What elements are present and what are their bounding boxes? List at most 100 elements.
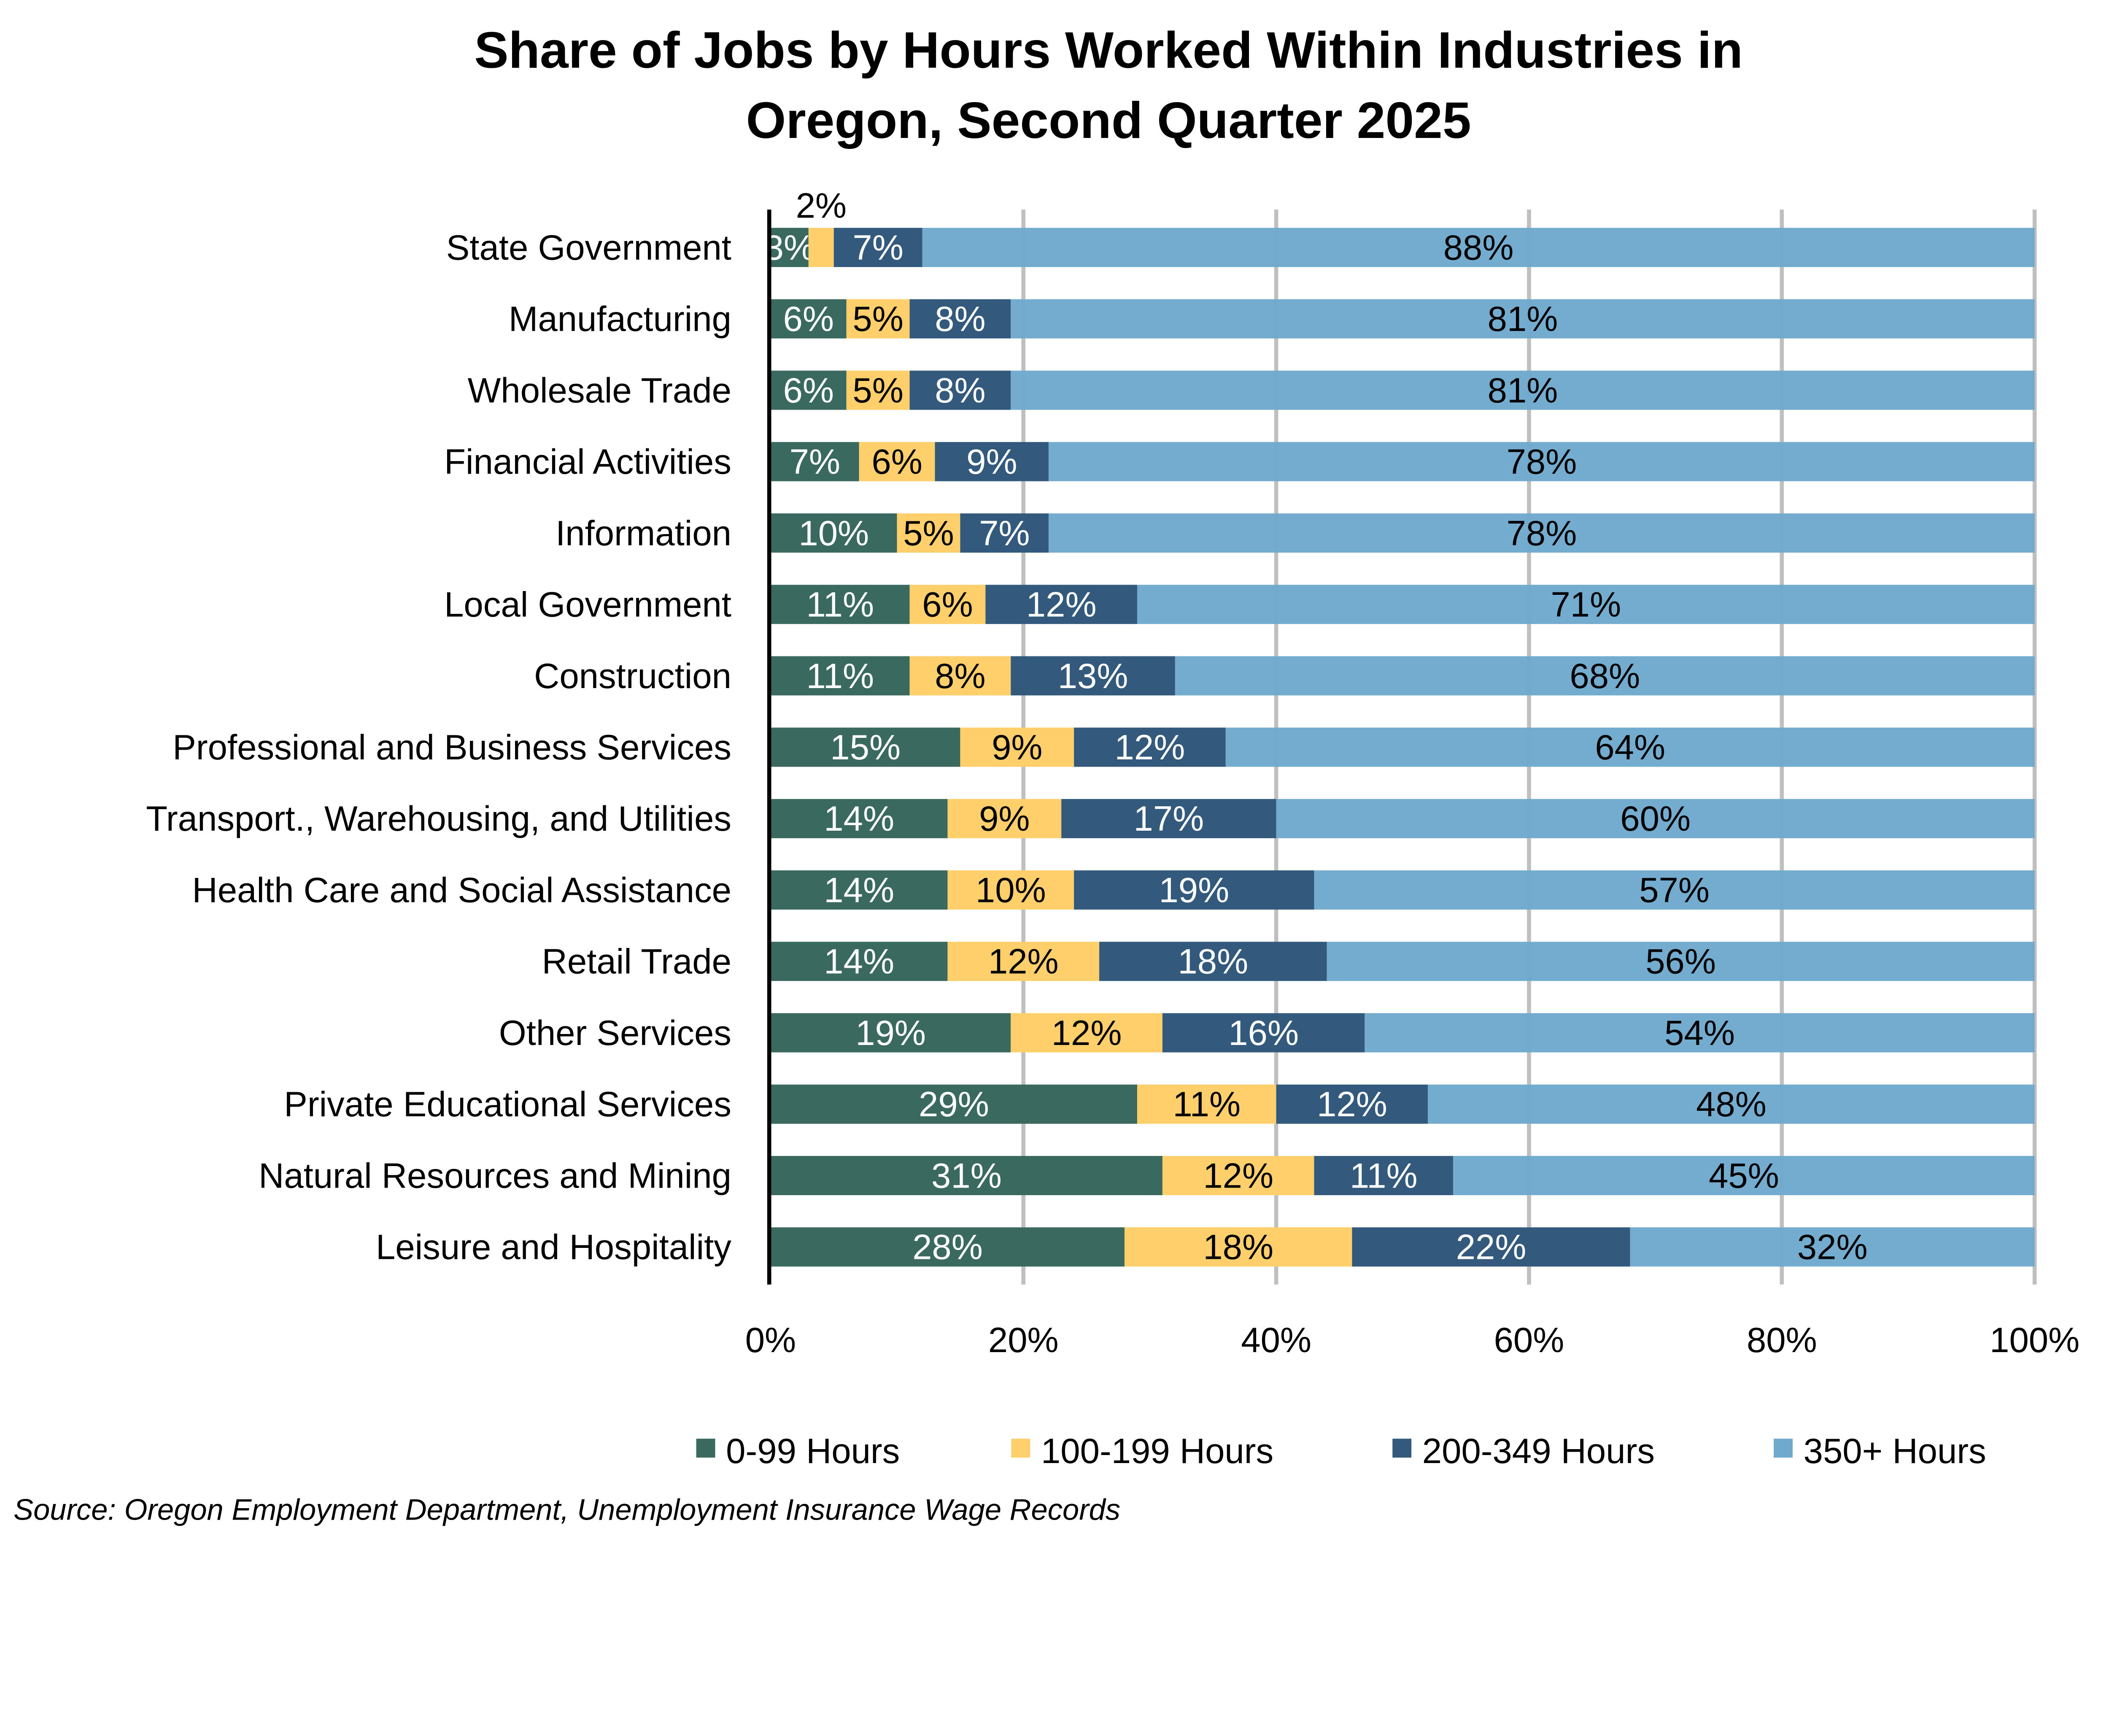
bar-segment xyxy=(770,870,948,910)
category-label: Wholesale Trade xyxy=(468,371,731,410)
bar-segment xyxy=(1365,1013,2035,1053)
bar-segment xyxy=(909,370,1011,410)
bar-segment xyxy=(1011,370,2035,410)
data-label: 28% xyxy=(912,1228,983,1267)
legend: 0-99 Hours 100-199 Hours 200-349 Hours 350+… xyxy=(696,1431,1986,1471)
data-label: 31% xyxy=(931,1156,1002,1195)
data-label: 18% xyxy=(1178,942,1248,981)
category-label: Health Care and Social Assistance xyxy=(192,870,731,910)
data-label: 12% xyxy=(1115,728,1185,767)
bar-segment xyxy=(1162,1013,1365,1053)
bar-segment xyxy=(1049,513,2035,553)
data-label: 10% xyxy=(798,513,869,553)
data-label: 5% xyxy=(852,300,903,339)
x-tick-labels: 0% 20% 40% 60% 80% 100% xyxy=(745,1320,2080,1360)
category-label: Transport., Warehousing, and Utilities xyxy=(146,799,731,838)
bar-segment xyxy=(909,656,1011,696)
data-label: 32% xyxy=(1797,1228,1868,1267)
legend-swatch xyxy=(1392,1439,1412,1458)
data-label: 6% xyxy=(783,371,834,410)
data-label: 6% xyxy=(783,300,834,339)
bar-segment xyxy=(1175,656,2035,696)
category-label: Professional and Business Services xyxy=(173,728,731,767)
data-label: 11% xyxy=(1350,1156,1418,1195)
data-label: 60% xyxy=(1620,799,1691,838)
bar-segment xyxy=(846,370,910,410)
bar-segment xyxy=(960,513,1049,553)
category-labels: State Government Manufacturing Wholesale T… xyxy=(146,228,731,1266)
data-label: 5% xyxy=(903,513,954,553)
bar-segment xyxy=(1137,1084,1276,1124)
source-note: Source: Oregon Employment Department, Un… xyxy=(13,1493,1120,1526)
data-label: 22% xyxy=(1456,1228,1526,1267)
bar-segment xyxy=(1630,1227,2035,1267)
data-label: 18% xyxy=(1203,1228,1273,1267)
bar-segment xyxy=(1099,942,1327,981)
data-label: 13% xyxy=(1058,656,1128,696)
data-label: 78% xyxy=(1507,442,1577,481)
legend-swatch xyxy=(696,1439,715,1458)
data-label: 8% xyxy=(935,371,985,410)
bar-segment xyxy=(1074,727,1226,767)
data-label: 54% xyxy=(1664,1013,1735,1053)
data-label: 81% xyxy=(1488,371,1558,410)
bar-segment xyxy=(1314,870,2035,910)
data-label: 48% xyxy=(1696,1085,1766,1124)
bar-segment xyxy=(1352,1227,1630,1267)
bar-segment xyxy=(770,228,809,267)
bar-segment xyxy=(770,299,847,339)
category-label: Manufacturing xyxy=(509,300,731,339)
data-label: 6% xyxy=(922,585,973,624)
data-label: 78% xyxy=(1507,513,1577,553)
bar-segment xyxy=(1162,1156,1314,1196)
data-label: 11% xyxy=(806,656,874,696)
category-label: Retail Trade xyxy=(542,942,731,981)
category-label: Information xyxy=(556,513,731,553)
bar-segment xyxy=(960,727,1074,767)
bar-segment xyxy=(947,870,1074,910)
category-label: Private Educational Services xyxy=(284,1085,731,1124)
bar-segment xyxy=(1049,442,2035,481)
data-label: 5% xyxy=(852,371,903,410)
data-label: 9% xyxy=(979,799,1030,838)
data-label: 71% xyxy=(1551,585,1621,624)
bar-segment xyxy=(859,442,935,481)
data-label: 8% xyxy=(935,300,985,339)
category-label: Local Government xyxy=(444,585,731,624)
bar-segment xyxy=(770,370,847,410)
bar-segment xyxy=(897,513,960,553)
legend-label: 350+ Hours xyxy=(1804,1431,1986,1471)
bar-segment xyxy=(833,228,922,267)
bar-segment xyxy=(947,942,1100,981)
data-label: 15% xyxy=(830,728,901,767)
x-tick-label: 80% xyxy=(1747,1320,1817,1360)
data-label: 11% xyxy=(806,585,874,624)
category-label: Leisure and Hospitality xyxy=(376,1228,731,1267)
data-label: 45% xyxy=(1709,1156,1779,1195)
bar-segment xyxy=(846,299,910,339)
bar-segment xyxy=(808,228,834,267)
bar-segment xyxy=(770,799,948,838)
data-label: 57% xyxy=(1639,870,1710,910)
legend-label: 200-349 Hours xyxy=(1422,1431,1655,1471)
bar-segment xyxy=(770,942,948,981)
category-label: Financial Activities xyxy=(444,442,731,481)
data-label: 16% xyxy=(1228,1013,1299,1053)
data-label: 7% xyxy=(852,228,903,267)
bar-segment xyxy=(1428,1084,2035,1124)
bar-segment xyxy=(770,656,910,696)
data-label: 64% xyxy=(1595,728,1665,767)
category-label: State Government xyxy=(446,228,731,267)
data-label: 9% xyxy=(966,442,1017,481)
x-tick-label: 20% xyxy=(988,1320,1059,1360)
bar-segment xyxy=(770,1084,1137,1124)
bar-segment xyxy=(935,442,1049,481)
x-tick-label: 60% xyxy=(1494,1320,1564,1360)
data-label: 8% xyxy=(935,656,985,696)
bar-segment xyxy=(1011,1013,1162,1053)
data-label: 7% xyxy=(790,442,840,481)
data-label: 19% xyxy=(1159,870,1229,910)
chart-title-line-1: Share of Jobs by Hours Worked Within Ind… xyxy=(474,21,1743,78)
data-label: 9% xyxy=(992,728,1042,767)
bar-segment xyxy=(1137,585,2035,624)
